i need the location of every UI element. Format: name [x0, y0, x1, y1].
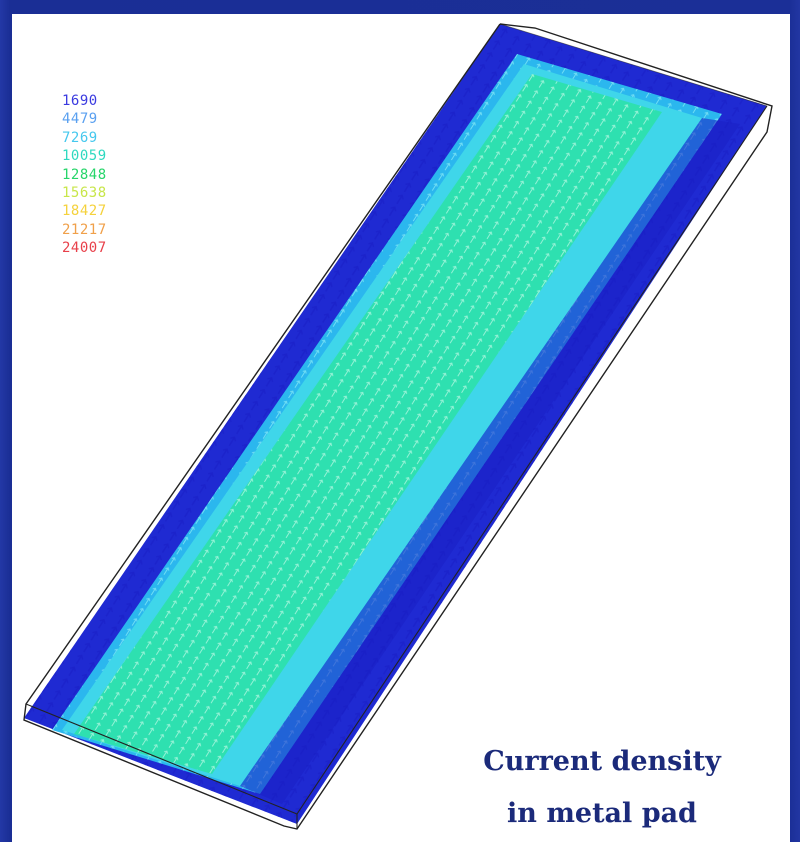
legend-value: 4479 [62, 111, 98, 128]
figure-caption: Current density in metal pad [442, 736, 762, 840]
current-density-plot [23, 23, 773, 830]
legend-value: 12848 [62, 166, 107, 183]
legend-value: 15638 [62, 185, 107, 202]
caption-line-2: in metal pad [507, 798, 697, 829]
legend-value: 1690 [62, 93, 98, 109]
caption-line-1: Current density [483, 746, 721, 777]
figure-panel: 1690 4479 7269 10059 12848 15638 18427 21217 240… [12, 14, 790, 842]
legend-value: 7269 [62, 129, 98, 146]
color-legend: 1690 4479 7269 10059 12848 15638 18427 21217 240… [62, 92, 107, 258]
metal-pad [23, 23, 773, 830]
legend-value: 24007 [62, 240, 107, 257]
legend-value: 21217 [62, 221, 107, 238]
legend-value: 10059 [62, 148, 107, 165]
legend-value: 18427 [62, 203, 107, 220]
